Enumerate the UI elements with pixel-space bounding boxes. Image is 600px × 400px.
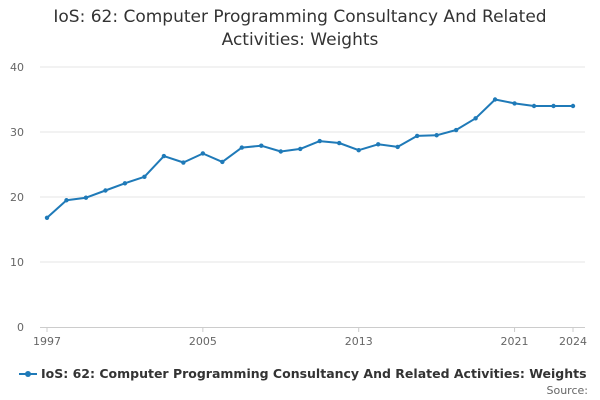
data-point[interactable]: [239, 145, 245, 150]
x-tick-label: 2024: [559, 335, 587, 348]
data-point[interactable]: [83, 195, 89, 200]
x-axis-tick-labels: 1997 2005 2013 2021 2024: [33, 335, 587, 348]
data-point[interactable]: [395, 144, 400, 150]
data-point[interactable]: [298, 146, 303, 152]
data-point[interactable]: [259, 143, 264, 148]
data-point[interactable]: [414, 133, 420, 139]
chart-title-line-2: Activities: Weights: [221, 30, 379, 50]
y-tick-label: 0: [17, 321, 24, 334]
x-axis: [40, 327, 585, 332]
data-point[interactable]: [122, 181, 128, 186]
data-point[interactable]: [570, 103, 576, 109]
chart-title: IoS: 62: Computer Programming Consultanc…: [0, 6, 600, 52]
legend-label: IoS: 62: Computer Programming Consultanc…: [41, 366, 587, 381]
legend[interactable]: IoS: 62: Computer Programming Consultanc…: [19, 366, 587, 381]
data-point[interactable]: [142, 174, 147, 180]
data-point[interactable]: [220, 159, 225, 165]
data-point[interactable]: [512, 101, 517, 106]
x-tick-label: 2013: [345, 335, 373, 348]
data-point[interactable]: [44, 215, 50, 220]
data-point[interactable]: [434, 133, 439, 138]
data-point[interactable]: [200, 151, 206, 156]
data-point[interactable]: [317, 138, 322, 144]
data-point[interactable]: [181, 160, 186, 165]
series-line: [46, 98, 573, 219]
chart-title-line-1: IoS: 62: Computer Programming Consultanc…: [53, 7, 547, 27]
data-point[interactable]: [453, 127, 459, 133]
y-tick-label: 40: [10, 61, 24, 74]
data-point[interactable]: [161, 153, 167, 159]
data-point[interactable]: [278, 149, 283, 154]
data-point[interactable]: [551, 103, 556, 109]
data-point[interactable]: [337, 140, 342, 146]
grid-lines: [40, 66, 585, 263]
data-point[interactable]: [492, 97, 498, 102]
data-point[interactable]: [356, 148, 361, 153]
data-point[interactable]: [103, 188, 108, 193]
data-point[interactable]: [375, 142, 381, 147]
data-point[interactable]: [531, 103, 537, 109]
y-tick-label: 10: [10, 256, 24, 269]
series-weights: [44, 97, 576, 220]
x-tick-label: 1997: [33, 335, 61, 348]
data-point[interactable]: [473, 116, 478, 121]
y-tick-label: 20: [10, 191, 24, 204]
y-tick-label: 30: [10, 126, 24, 139]
source-label: Source:: [546, 384, 589, 397]
x-tick-label: 2021: [501, 335, 529, 348]
y-axis-tick-labels: 0 10 20 30 40: [10, 61, 24, 334]
data-point[interactable]: [64, 198, 69, 203]
legend-line-marker-icon: [19, 367, 37, 381]
x-tick-label: 2005: [189, 335, 217, 348]
